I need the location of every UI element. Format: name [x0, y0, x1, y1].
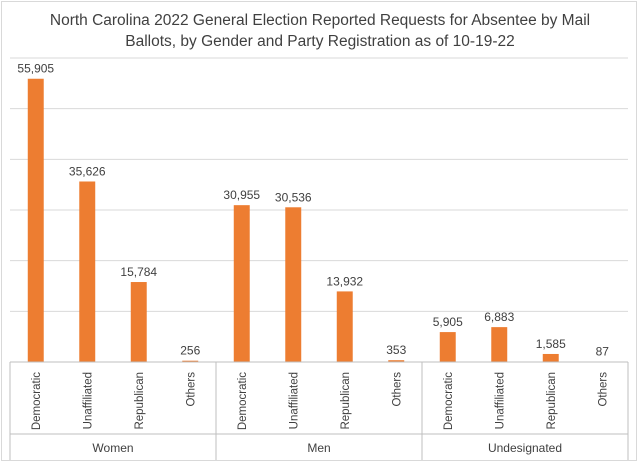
category-tick-label: Others [185, 372, 197, 407]
bar-democratic [27, 78, 44, 363]
data-label: 55,905 [17, 62, 54, 76]
category-tick-label: Unaffiliated [494, 372, 506, 429]
bar-republican [336, 291, 353, 362]
chart-title-line-1: North Carolina 2022 General Election Rep… [49, 12, 591, 29]
category-tick-label: Democratic [443, 372, 455, 430]
bar-unaffiliated [285, 207, 302, 362]
bar-unaffiliated [491, 327, 508, 362]
bar-others [182, 360, 199, 362]
data-label: 1,585 [536, 337, 566, 351]
category-tick-label: Others [597, 372, 609, 407]
group-label: Women [92, 441, 133, 455]
category-tick-label: Others [391, 372, 403, 407]
data-label: 87 [596, 345, 610, 359]
data-label: 5,905 [433, 315, 463, 329]
bar-democratic [439, 332, 456, 362]
bar-others [388, 360, 405, 362]
data-label: 30,955 [223, 188, 260, 202]
data-label: 30,536 [275, 190, 312, 204]
bar-democratic [233, 205, 250, 362]
data-label: 13,932 [326, 274, 363, 288]
bar-republican [542, 353, 559, 362]
category-tick-label: Republican [546, 372, 558, 430]
chart-title-line-2: Ballots, by Gender and Party Registratio… [125, 33, 515, 50]
bar-unaffiliated [79, 181, 96, 362]
category-tick-label: Republican [134, 372, 146, 430]
category-tick-label: Unaffiliated [82, 372, 94, 429]
category-tick-label: Republican [340, 372, 352, 430]
data-labels: 55,905 35,626 15,784 256 30,955 30,536 13,932 3… [17, 62, 609, 359]
category-tick-label: Democratic [237, 372, 249, 430]
x-axis: Democratic Unaffiliated Republican Others De… [9, 361, 629, 460]
category-tick-label: Democratic [31, 372, 43, 430]
data-label: 6,883 [484, 310, 514, 324]
group-label: Men [307, 441, 330, 455]
data-label: 15,784 [120, 265, 157, 279]
gridlines [10, 57, 628, 312]
data-label: 256 [180, 344, 200, 358]
bars [27, 78, 611, 363]
bar-republican [130, 282, 147, 362]
data-label: 353 [386, 343, 406, 357]
group-label: Undesignated [488, 441, 562, 455]
data-label: 35,626 [69, 164, 106, 178]
category-tick-label: Unaffiliated [288, 372, 300, 429]
